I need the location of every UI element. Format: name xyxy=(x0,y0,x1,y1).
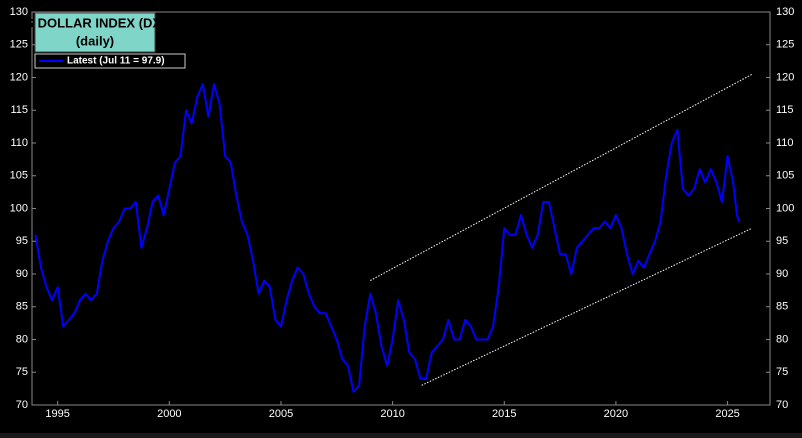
y-tick-label: 70 xyxy=(16,399,28,411)
x-tick-label: 2010 xyxy=(380,408,404,420)
plot-group xyxy=(34,73,753,393)
channel-line xyxy=(421,227,753,386)
chart-subtitle: (daily) xyxy=(76,33,114,48)
y-tick-label: 95 xyxy=(16,235,28,247)
y2-tick-label: 90 xyxy=(776,268,788,280)
y2-tick-label: 115 xyxy=(776,104,794,116)
y2-tick-label: 75 xyxy=(776,366,788,378)
y2-tick-label: 120 xyxy=(776,71,794,83)
y2-tick-label: 125 xyxy=(776,39,794,51)
x-tick-label: 2005 xyxy=(269,408,293,420)
y2-tick-label: 110 xyxy=(776,137,794,149)
x-tick-label: 2000 xyxy=(157,408,181,420)
y-tick-label: 120 xyxy=(10,71,28,83)
chart-title: US DOLLAR INDEX (DXY) xyxy=(16,15,174,30)
y-tick-label: 75 xyxy=(16,366,28,378)
plot-area xyxy=(31,11,771,406)
y2-tick-label: 95 xyxy=(776,235,788,247)
series-line xyxy=(34,83,741,393)
y2-tick-label: 105 xyxy=(776,170,794,182)
title-box xyxy=(34,12,156,53)
y-tick-label: 125 xyxy=(10,39,28,51)
x-tick-label: 2020 xyxy=(604,408,628,420)
y-tick-label: 110 xyxy=(10,137,28,149)
y-tick-label: 100 xyxy=(10,202,28,214)
y2-tick-label: 100 xyxy=(776,202,794,214)
y2-tick-label: 70 xyxy=(776,399,788,411)
y2-tick-label: 85 xyxy=(776,301,788,313)
legend-box xyxy=(34,53,186,69)
y-tick-label: 105 xyxy=(10,170,28,182)
x-tick-label: 2025 xyxy=(715,408,739,420)
channel-line xyxy=(370,73,753,281)
legend-label: Latest (Jul 11 = 97.9) xyxy=(67,56,165,67)
y2-tick-label: 80 xyxy=(776,333,788,345)
y-tick-label: 85 xyxy=(16,301,28,313)
x-tick-label: 2015 xyxy=(492,408,516,420)
y-tick-label: 90 xyxy=(16,268,28,280)
y-tick-label: 130 xyxy=(10,6,28,18)
y2-tick-label: 130 xyxy=(776,6,794,18)
x-tick-label: 1995 xyxy=(45,408,69,420)
y-tick-label: 115 xyxy=(10,104,28,116)
y-tick-label: 80 xyxy=(16,333,28,345)
